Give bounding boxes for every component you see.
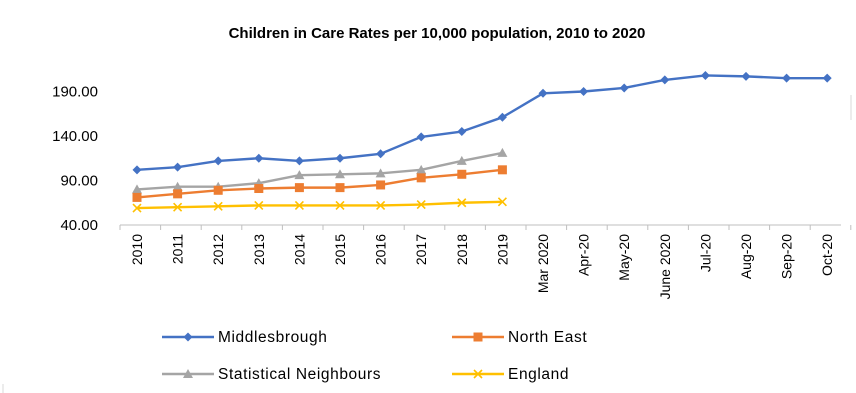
y-axis: 40.00 90.00 140.00 190.00: [52, 84, 98, 235]
data-point-north-east: [254, 184, 264, 194]
series-north-east: [132, 165, 507, 202]
data-point-middlesbrough: [700, 70, 710, 80]
series-line-england: [136, 200, 503, 210]
data-point-statistical-neighbours: [375, 168, 386, 178]
x-tick-label: 2019: [494, 234, 510, 265]
legend-marker: [473, 369, 483, 379]
y-tick-label: 140.00: [52, 128, 98, 145]
legend-label: North East: [508, 329, 587, 346]
x-tick-label: 2016: [373, 234, 389, 265]
data-point-statistical-neighbours: [132, 184, 142, 194]
data-point-england: [213, 201, 223, 211]
series-line-middlesbrough: [136, 74, 828, 172]
x-tick-label: 2015: [332, 234, 348, 265]
legend-label: England: [508, 366, 569, 383]
x-tick-label: 2018: [454, 234, 470, 265]
data-point-north-east: [213, 185, 223, 195]
chart-title: Children in Care Rates per 10,000 popula…: [229, 25, 646, 42]
legend-label: Middlesbrough: [218, 329, 327, 346]
x-tick-label: Apr-20: [576, 234, 592, 276]
data-point-north-east: [132, 192, 142, 202]
x-tick-label: Mar 2020: [535, 234, 551, 293]
data-point-middlesbrough: [822, 73, 832, 83]
x-tick-label: 2014: [291, 234, 307, 265]
y-tick-label: 190.00: [52, 84, 98, 101]
legend-marker: [183, 369, 193, 378]
data-point-north-east: [294, 183, 304, 193]
data-point-middlesbrough: [173, 162, 183, 172]
data-point-middlesbrough: [782, 73, 792, 83]
data-point-middlesbrough: [335, 153, 345, 163]
data-point-statistical-neighbours: [172, 181, 183, 191]
series-line-north-east: [136, 168, 503, 199]
data-point-statistical-neighbours: [416, 164, 427, 174]
series-middlesbrough: [132, 70, 832, 175]
data-point-north-east: [376, 180, 386, 190]
data-point-england: [294, 200, 304, 210]
data-point-statistical-neighbours: [497, 147, 508, 157]
series-england: [132, 197, 507, 213]
x-tick-label: Jul-20: [697, 234, 713, 272]
x-tick-label: June 2020: [657, 234, 673, 300]
legend-label: Statistical Neighbours: [218, 366, 381, 383]
data-point-england: [416, 199, 426, 210]
legend-item-england: England: [452, 366, 569, 383]
data-point-england: [335, 200, 345, 210]
x-tick-label: 2012: [210, 234, 226, 265]
plot-area: [132, 70, 832, 213]
data-point-middlesbrough: [497, 112, 507, 122]
x-tick-label: 2013: [251, 234, 267, 265]
y-tick-label: 90.00: [60, 173, 98, 190]
data-point-north-east: [173, 189, 183, 199]
data-point-england: [132, 203, 142, 213]
x-tick-label: May-20: [616, 234, 632, 281]
data-point-north-east: [335, 183, 345, 193]
x-tick-label: 2017: [413, 234, 429, 265]
data-point-england: [376, 200, 386, 210]
data-point-north-east: [416, 173, 426, 183]
y-tick-label: 40.00: [60, 217, 98, 234]
data-point-middlesbrough: [660, 75, 670, 85]
x-tick-label: 2010: [129, 234, 145, 265]
legend-marker: [473, 332, 483, 342]
data-point-middlesbrough: [416, 132, 426, 142]
data-point-middlesbrough: [132, 165, 142, 175]
data-point-middlesbrough: [538, 88, 548, 98]
series-line-statistical-neighbours: [136, 151, 503, 191]
data-point-middlesbrough: [376, 149, 386, 159]
data-point-england: [173, 202, 183, 212]
data-point-middlesbrough: [619, 83, 629, 93]
data-point-statistical-neighbours: [294, 170, 305, 180]
data-point-middlesbrough: [741, 71, 751, 81]
legend-marker: [183, 332, 193, 342]
data-point-middlesbrough: [579, 87, 589, 96]
data-point-middlesbrough: [213, 156, 223, 166]
data-point-england: [254, 200, 264, 210]
data-point-england: [457, 198, 467, 208]
legend-item-middlesbrough: Middlesbrough: [162, 329, 327, 346]
legend-item-statistical-neighbours: Statistical Neighbours: [162, 366, 381, 383]
legend-item-north-east: North East: [452, 329, 587, 346]
data-point-north-east: [457, 169, 467, 179]
legend: Middlesbrough North East Statistical Neigh…: [162, 329, 587, 383]
data-point-north-east: [497, 165, 507, 175]
x-tick-label: Oct-20: [819, 234, 835, 276]
data-point-middlesbrough: [457, 127, 467, 137]
x-tick-label: Sep-20: [779, 234, 795, 279]
x-axis: 2010 2011 2012 2013 2014 2015 2016 2017 2018 2019…: [119, 224, 852, 300]
data-point-england: [497, 197, 507, 207]
x-tick-label: 2011: [170, 234, 186, 264]
data-point-statistical-neighbours: [335, 169, 345, 179]
data-point-middlesbrough: [294, 156, 304, 166]
x-tick-label: Aug-20: [738, 234, 754, 279]
data-point-statistical-neighbours: [456, 155, 467, 165]
data-point-middlesbrough: [254, 153, 264, 163]
